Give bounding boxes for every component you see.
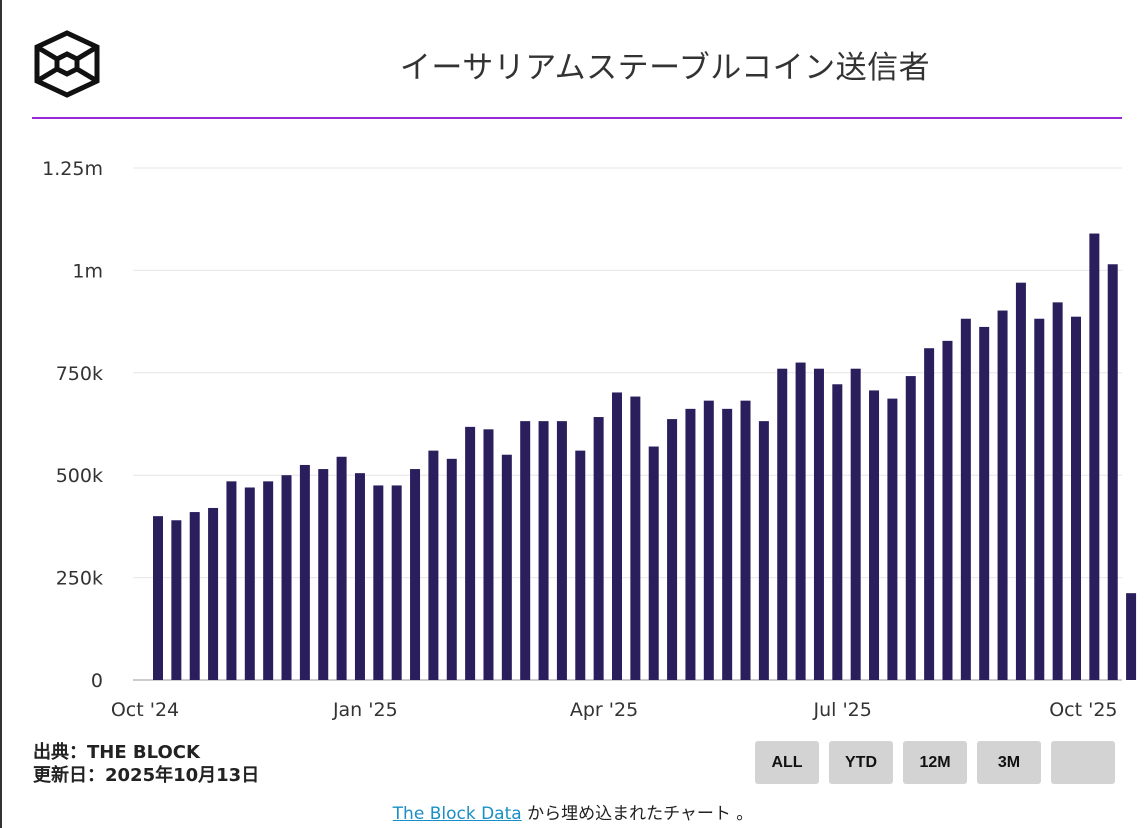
chart-title: イーサリアムステーブルコイン送信者	[399, 50, 931, 86]
title-divider	[32, 117, 1122, 119]
x-tick-label: Apr '25	[570, 699, 638, 721]
bar	[520, 421, 531, 680]
bar	[483, 429, 494, 680]
bar	[813, 368, 824, 680]
y-tick-label: 0	[91, 670, 103, 692]
bar	[924, 348, 935, 680]
bar	[208, 507, 219, 680]
y-tick-label: 500k	[56, 465, 103, 487]
bar	[244, 487, 255, 680]
bar	[758, 421, 769, 680]
bar	[960, 318, 971, 680]
bar	[1089, 233, 1100, 680]
bar	[722, 408, 733, 680]
bar	[703, 400, 714, 680]
bar	[299, 464, 310, 680]
bar	[887, 398, 898, 680]
bar	[556, 421, 567, 680]
bar	[1034, 318, 1045, 680]
y-tick-label: 1m	[72, 260, 103, 282]
bar	[667, 419, 678, 680]
bar	[465, 426, 476, 680]
bar	[538, 421, 549, 680]
bar	[740, 400, 751, 680]
range-12m-button[interactable]: 12M	[903, 741, 967, 784]
bar	[1126, 593, 1137, 680]
the-block-logo	[34, 30, 100, 98]
bar-chart: 0 250k 500k 750k 1m 1.25m Oct '24 Jan '25 Apr '2…	[42, 158, 1137, 721]
x-tick-label: Jul '25	[812, 699, 871, 721]
range-blank-button[interactable]	[1051, 741, 1115, 784]
bar	[318, 469, 329, 680]
embed-footer-text: から埋め込まれたチャート 。	[521, 804, 754, 824]
bar	[942, 340, 953, 680]
bar	[795, 362, 806, 680]
bar	[153, 516, 163, 680]
bar	[869, 390, 880, 680]
y-tick-label: 1.25m	[42, 158, 103, 180]
x-tick-label: Oct '25	[1049, 699, 1117, 721]
bar	[428, 450, 439, 680]
bar	[685, 408, 696, 680]
range-all-button[interactable]: ALL	[755, 741, 819, 784]
x-tick-label: Jan '25	[332, 699, 398, 721]
y-tick-label: 750k	[56, 363, 103, 385]
bar	[850, 368, 861, 680]
bar	[777, 368, 788, 680]
y-tick-label: 250k	[56, 568, 103, 590]
bar	[446, 458, 457, 680]
bar	[226, 481, 237, 680]
x-tick-label: Oct '24	[111, 699, 179, 721]
bar	[575, 450, 586, 680]
the-block-data-link[interactable]: The Block Data	[392, 804, 522, 824]
bar	[501, 454, 512, 680]
bar	[997, 310, 1008, 680]
bar	[1071, 316, 1081, 680]
updated-date: 更新日：2025年10月13日	[33, 765, 260, 786]
bar	[263, 481, 274, 680]
source-info: 出典：THE BLOCK 更新日：2025年10月13日	[33, 741, 259, 787]
bar	[281, 475, 292, 680]
bar	[410, 469, 421, 680]
bar	[612, 392, 622, 680]
range-ytd-button[interactable]: YTD	[829, 741, 893, 784]
left-border	[0, 0, 2, 828]
source-label: 出典：THE BLOCK	[33, 742, 200, 763]
bar	[189, 512, 200, 680]
bar	[373, 485, 384, 680]
bar	[1015, 282, 1026, 680]
bar	[1107, 264, 1118, 680]
bar	[171, 520, 182, 680]
bar	[630, 396, 641, 680]
bar	[336, 456, 347, 680]
bar	[648, 446, 659, 680]
bar	[593, 417, 604, 680]
range-3m-button[interactable]: 3M	[977, 741, 1041, 784]
bar	[905, 376, 916, 680]
bar	[354, 473, 365, 680]
bar	[979, 326, 990, 680]
bar	[1052, 302, 1063, 680]
range-selector: ALL YTD 12M 3M	[755, 741, 1115, 784]
bar	[391, 485, 402, 680]
embed-footer: The Block Data から埋め込まれたチャート 。	[0, 799, 1146, 824]
bar	[832, 384, 843, 680]
